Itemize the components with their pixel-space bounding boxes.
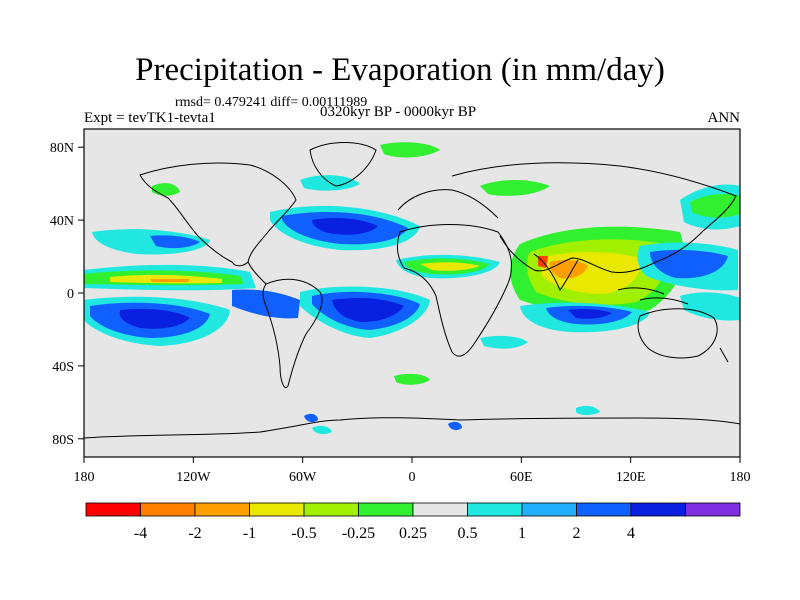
lon-tick-label: 0: [409, 470, 416, 485]
coast-india: [533, 253, 579, 291]
field-epac-dry: [232, 289, 300, 319]
field-io-dry-navy: [568, 309, 612, 319]
colorbar-label: 1: [518, 525, 526, 542]
coast-africa: [396, 224, 513, 357]
colorbar-swatch: [630, 502, 686, 517]
coast-greenland: [309, 142, 377, 187]
field-arctic-green: [380, 142, 440, 158]
colorbar-swatch: [303, 502, 359, 517]
lat-tick-label: 80S: [52, 433, 74, 448]
lat-tick-label: 0: [67, 287, 74, 302]
lon-tick-label: 180: [74, 470, 95, 485]
colorbar-label: -0.5: [291, 525, 316, 542]
field-asia-wet-orange: [549, 259, 588, 279]
coast-australia: [637, 308, 718, 359]
field-pacific-itcz-orange: [150, 279, 190, 282]
colorbar-swatch: [412, 502, 468, 517]
colorbar-label: -1: [243, 525, 256, 542]
colorbar-label: 4: [627, 525, 635, 542]
field-so-cyan3: [312, 425, 332, 435]
colorbar-swatch: [685, 502, 741, 517]
lat-tick-label: 80N: [50, 141, 74, 156]
coast-new-zealand: [719, 347, 729, 363]
colorbar-swatch: [467, 502, 523, 517]
lon-tick-label: 120E: [616, 470, 646, 485]
field-so-cyan1: [480, 335, 528, 349]
coast-antarctica: [84, 417, 740, 439]
coast-indonesia: [617, 287, 689, 305]
field-spac-dry-navy: [119, 308, 190, 329]
colorbar-label: 2: [573, 525, 581, 542]
chart-title: Precipitation - Evaporation (in mm/day): [135, 52, 665, 88]
stats-text: rmsd= 0.479241 diff= 0.00111989: [175, 95, 368, 110]
coast-central-america: [247, 261, 267, 285]
lon-tick-label: 180: [730, 470, 751, 485]
colorbar-label: -2: [188, 525, 201, 542]
coast-asia: [451, 162, 737, 273]
lon-tick-label: 60W: [289, 470, 317, 485]
field-npac-dry-blue: [150, 235, 200, 249]
field-atl-itcz-yellow: [420, 262, 480, 271]
field-natl-dry-navy: [312, 218, 378, 235]
colorbar-label: 0.25: [399, 525, 427, 542]
colorbar-swatch: [140, 502, 196, 517]
lat-tick-label: 40S: [52, 360, 74, 375]
coast-north-america: [139, 162, 297, 267]
field-so-green1: [394, 373, 430, 385]
pe-field: [84, 142, 740, 435]
colorbar-swatch: [194, 502, 250, 517]
field-satl-dry-navy: [332, 298, 404, 322]
colorbar-label: -0.25: [342, 525, 375, 542]
colorbar: -4 -2 -1 -0.5 -0.25 0.25 0.5 1 2 4: [85, 502, 741, 542]
field-so-cyan2: [576, 405, 600, 415]
field-so-blue1: [304, 413, 318, 423]
lon-axis: 180 120W 60W 0 60E 120E 180: [74, 457, 751, 485]
colorbar-label: -4: [134, 525, 147, 542]
experiment-label: Expt = tevTK1-tevta1: [84, 110, 216, 126]
coast-europe: [397, 189, 499, 219]
colorbar-swatch: [85, 502, 141, 517]
period-label: 0320kyr BP - 0000kyr BP: [320, 104, 477, 120]
lon-tick-label: 60E: [510, 470, 533, 485]
lat-tick-label: 40N: [50, 214, 74, 229]
lat-axis: 80N 40N 0 40S 80S: [50, 141, 84, 448]
colorbar-swatch: [576, 502, 632, 517]
field-npac-wet-green: [690, 194, 740, 218]
colorbar-label: 0.5: [458, 525, 478, 542]
lon-tick-label: 120W: [176, 470, 211, 485]
season-label: ANN: [707, 110, 741, 126]
field-wpac-dry-blue: [650, 249, 728, 279]
colorbar-swatch: [521, 502, 577, 517]
field-swpac-wet: [680, 292, 740, 321]
colorbar-swatch: [358, 502, 414, 517]
coastlines: [84, 142, 740, 439]
colorbar-swatch: [249, 502, 305, 517]
field-eurasia-green: [480, 180, 550, 196]
coast-south-america: [262, 278, 323, 388]
field-npac-dry-cyan: [92, 229, 210, 255]
field-so-blue2: [448, 421, 462, 431]
